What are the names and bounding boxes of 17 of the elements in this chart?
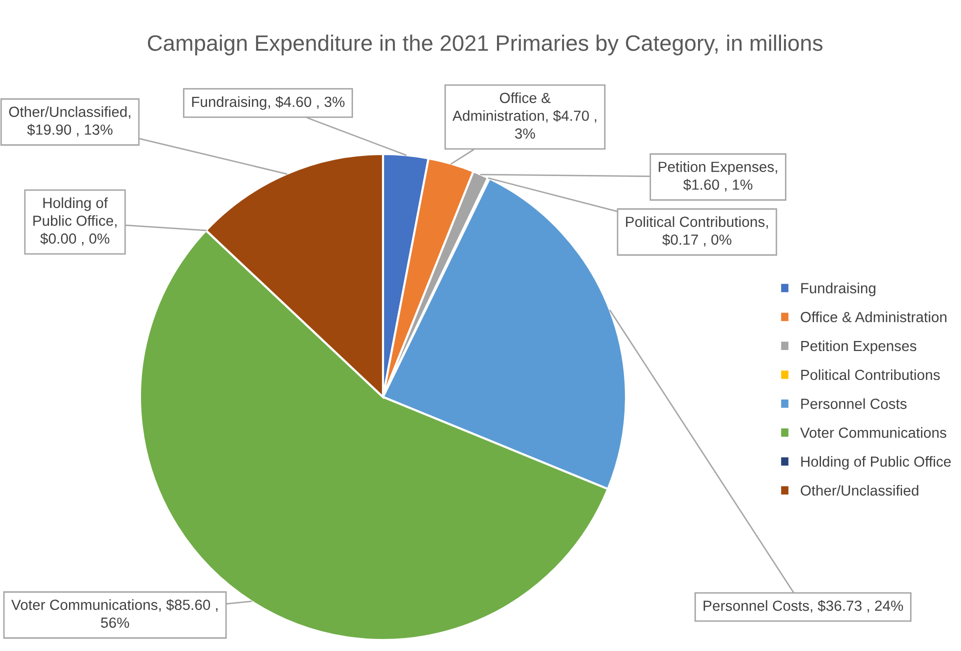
legend-label: Office & Administration bbox=[800, 312, 946, 322]
chart-title: Campaign Expenditure in the 2021 Primaries by Category, in millions bbox=[148, 34, 822, 56]
legend-label: Personnel Costs bbox=[801, 398, 907, 409]
data-label: Fundraising, $4.60 , 3% bbox=[192, 96, 344, 110]
data-label: Office & Administration, $4.70 , 3% bbox=[452, 92, 596, 139]
legend-label: Voter Communications bbox=[800, 427, 946, 438]
legend-label: Petition Expenses bbox=[801, 340, 916, 354]
legend-label: Fundraising bbox=[801, 282, 876, 296]
data-label: Personnel Costs, $36.73 , 24% bbox=[704, 600, 904, 613]
legend-label: Holding of Public Office bbox=[801, 456, 951, 470]
legend-label: Political Contributions bbox=[801, 369, 940, 380]
data-label: Political Contributions, $0.17 , 0% bbox=[626, 216, 768, 247]
data-label: Other/Unclassified, $19.90 , 13% bbox=[9, 106, 130, 137]
text: Holding of Public Office, $0.00 , 0% bbox=[33, 197, 117, 246]
data-label: Voter Communications, $85.60 , 56% bbox=[11, 599, 218, 628]
data-label: Petition Expenses, $1.60 , 1% bbox=[658, 161, 778, 192]
legend-label: Other/Unclassified bbox=[800, 484, 918, 496]
